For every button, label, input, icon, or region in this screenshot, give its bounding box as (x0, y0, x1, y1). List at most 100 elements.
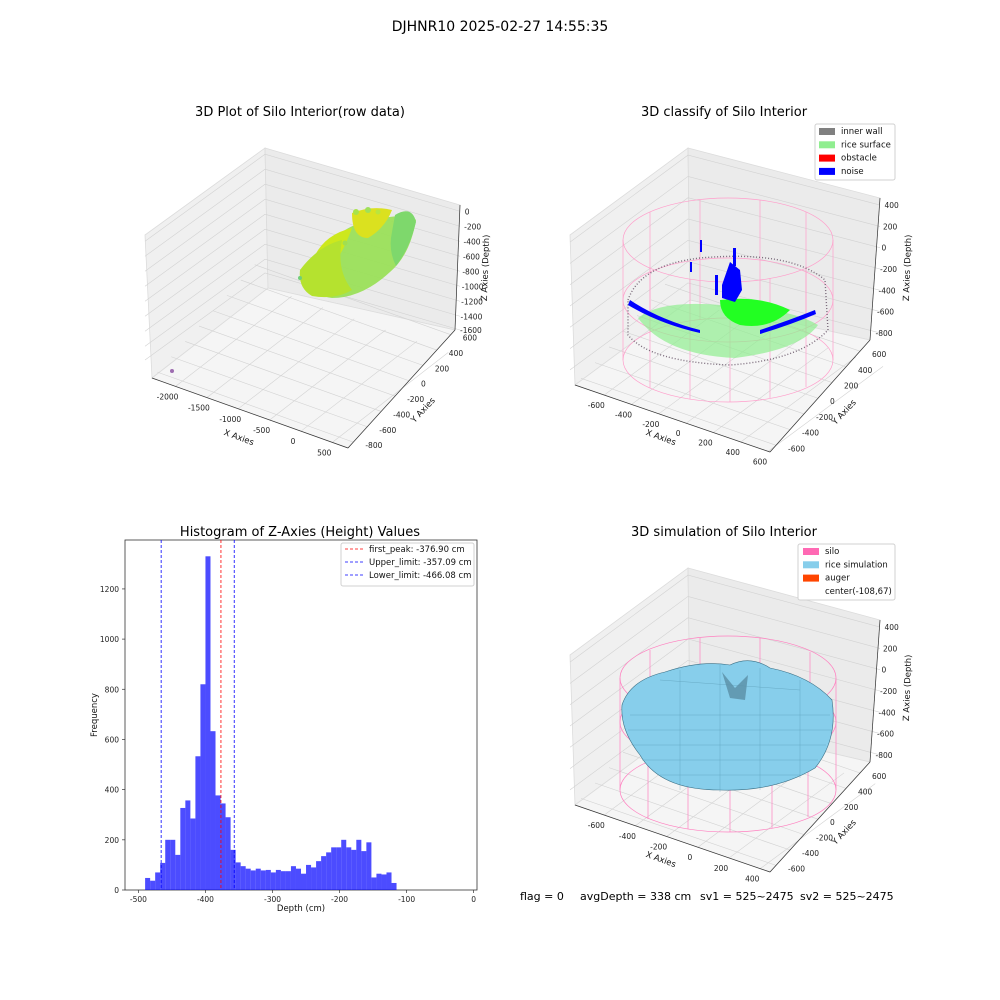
y-tick-label: 600 (463, 334, 478, 343)
y-tick-label: 1000 (100, 635, 119, 644)
histogram-bar (371, 877, 377, 890)
z-tick-label: -800 (876, 751, 893, 760)
reference-lines (160, 540, 235, 890)
x-tick-label: -500 (130, 895, 147, 904)
axis-ticks: -600 -400 -200 0 200 400 600 -600 -400 -200 0 200 40… (588, 201, 899, 466)
z-tick-label: -200 (880, 265, 897, 274)
panel-3d-simulation-title: 3D simulation of Silo Interior (631, 525, 818, 540)
legend-swatch (819, 141, 835, 149)
histogram-bar (220, 803, 226, 890)
y-tick-label: 400 (858, 787, 873, 796)
histogram-bar (336, 847, 342, 890)
histogram-bar (195, 756, 201, 890)
y-tick-label: 0 (830, 397, 835, 406)
x-tick-label: 600 (753, 457, 768, 466)
avg-depth-text: avgDepth = 338 cm (580, 890, 691, 903)
legend-box (797, 543, 896, 601)
legend-swatch (819, 167, 835, 175)
x-tick-label: 0 (687, 853, 692, 862)
histogram-bar (250, 870, 256, 890)
histogram-bar (361, 851, 367, 890)
grid-lines (144, 153, 461, 443)
z-tick-label: -1600 (460, 326, 482, 335)
noise-points (628, 240, 816, 334)
histogram-bar (321, 856, 327, 890)
z-tick-label: -400 (879, 708, 896, 717)
legend-label: center(-108,67) (825, 587, 892, 597)
histogram-bar (275, 869, 281, 890)
y-tick-label: 0 (830, 818, 835, 827)
legend-label: silo (825, 547, 839, 557)
histogram-bar (240, 866, 246, 890)
histogram-bar (260, 870, 266, 890)
x-tick-label: 0 (471, 895, 476, 904)
y-tick-label: -200 (816, 834, 833, 843)
histogram-ylabel: Frequency (90, 693, 100, 737)
z-tick-label: -1400 (461, 312, 483, 321)
z-axis-label: Z Axies (Depth) (902, 234, 914, 301)
x-tick-label: -500 (253, 426, 270, 435)
histogram-bar (280, 871, 286, 890)
histogram-bar (265, 869, 271, 890)
z-tick-label: -600 (877, 308, 894, 317)
histogram-bar (230, 849, 236, 890)
x-tick-label: -400 (197, 895, 214, 904)
histogram-bar (391, 882, 397, 890)
histogram-bar (225, 817, 231, 890)
histogram-bar (175, 854, 181, 890)
z-tick-label: 400 (885, 623, 900, 632)
x-axis-label: X Axies (644, 428, 677, 448)
histogram-bar (215, 795, 221, 890)
legend-label: rice surface (841, 140, 891, 150)
legend: first_peak: -376.90 cm Upper_limit: -357.… (345, 545, 472, 581)
x-axis-label: X Axies (222, 428, 255, 448)
y-tick-label: -400 (802, 849, 819, 858)
y-tick-label: -400 (802, 429, 819, 438)
histogram-bar (270, 872, 276, 890)
legend-swatch (819, 128, 835, 135)
axis-ticks: -2000-1500-1000-5000500-800-600-400-2000… (157, 207, 484, 457)
rice-simulation-surface (621, 660, 834, 791)
histogram-bar (326, 852, 332, 890)
legend-label: first_peak: -376.90 cm (369, 545, 465, 555)
x-tick-label: 500 (317, 448, 332, 457)
legend-box (340, 542, 475, 587)
x-tick-label: -400 (615, 410, 632, 419)
z-tick-label: -1000 (462, 282, 484, 291)
histogram-bar (155, 872, 161, 890)
y-tick-label: 600 (105, 735, 120, 744)
y-tick-label: 1200 (100, 585, 119, 594)
flag-text: flag = 0 (520, 890, 564, 903)
histogram-bar (185, 800, 191, 890)
z-tick-label: 200 (883, 222, 898, 231)
y-tick-label: 200 (435, 364, 450, 373)
histogram-bar (180, 807, 186, 890)
histogram-bar (356, 839, 362, 890)
x-tick-label: -200 (650, 842, 667, 851)
legend-swatch (803, 548, 819, 555)
x-tick-label: -100 (398, 895, 415, 904)
histogram-bar (210, 731, 216, 890)
legend: silo rice simulation auger center(-108,67) (803, 547, 892, 597)
legend: inner wall rice surface obstacle noise (819, 127, 891, 177)
histogram-bar (170, 839, 176, 890)
histogram-bar (165, 839, 171, 890)
histogram-bar (245, 868, 251, 890)
y-tick-label: -400 (393, 410, 410, 419)
y-tick-label: 400 (105, 786, 120, 795)
z-tick-label: -200 (880, 687, 897, 696)
panel-3d-raw-title: 3D Plot of Silo Interior(row data) (195, 105, 405, 120)
x-tick-label: -200 (642, 420, 659, 429)
y-tick-label: 400 (449, 349, 464, 358)
histogram-plot-area (124, 539, 478, 891)
panel-3d-classify: 3D classify of Silo Interior (569, 105, 914, 466)
y-tick-label: 200 (105, 836, 120, 845)
y-tick-label: 0 (114, 886, 119, 895)
axis-ticks: -600 -400 -200 0 200 400 -600 -400 -200 0 200 400 60… (588, 623, 899, 884)
z-axis-label: Z Axies (Depth) (902, 654, 914, 721)
legend-label: auger (825, 574, 850, 584)
histogram-bars (145, 556, 397, 890)
histogram-bar (235, 862, 241, 890)
z-tick-label: -800 (876, 329, 893, 338)
y-tick-label: -200 (407, 395, 424, 404)
